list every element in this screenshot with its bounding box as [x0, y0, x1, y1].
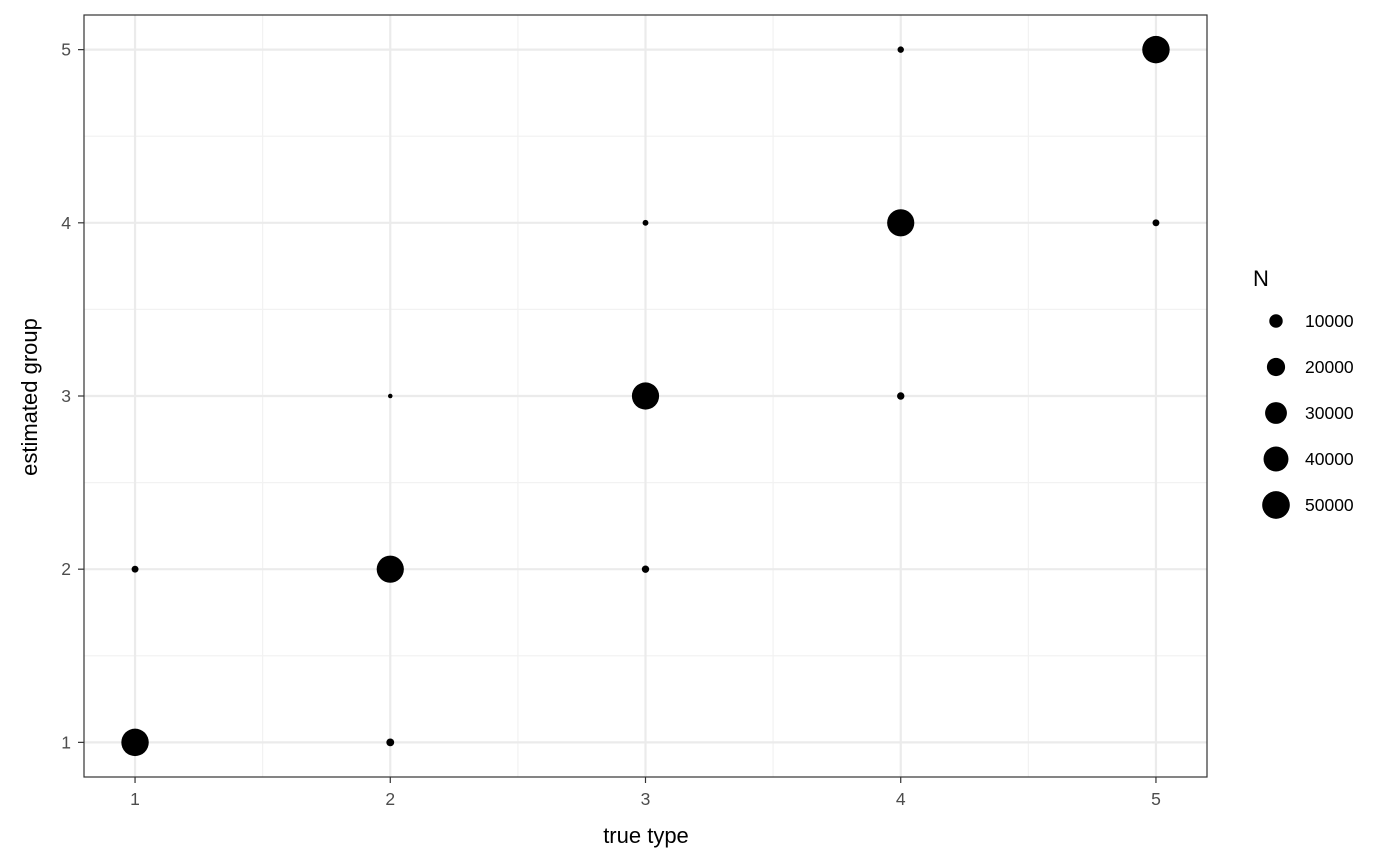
x-tick-label: 1	[130, 789, 140, 809]
data-point	[897, 46, 904, 53]
data-point	[121, 728, 149, 757]
x-tick-label: 4	[896, 789, 906, 809]
legend-title: N	[1253, 266, 1269, 291]
axis-ticks: 1 2 3 4 5 1 2 3 4 5	[61, 40, 1161, 809]
legend-key-label: 40000	[1305, 449, 1354, 469]
data-point	[887, 209, 915, 237]
legend-key-circle	[1262, 491, 1290, 519]
data-point	[631, 382, 660, 410]
data-point	[1142, 35, 1170, 64]
legend-key-label: 20000	[1305, 357, 1354, 377]
data-point	[1152, 219, 1160, 227]
data-point	[376, 555, 404, 583]
data-points	[121, 35, 1170, 757]
data-point	[388, 393, 393, 399]
x-tick-label: 5	[1151, 789, 1161, 809]
legend-keys: 10000 20000 30000 40000 50000	[1262, 311, 1354, 519]
data-point	[642, 219, 649, 226]
data-point	[897, 392, 905, 400]
y-tick-label: 3	[61, 386, 71, 406]
legend-key-circle	[1269, 314, 1283, 328]
y-tick-label: 1	[61, 732, 71, 752]
legend-key-label: 10000	[1305, 311, 1354, 331]
x-axis-title: true type	[603, 823, 689, 848]
legend-key-circle	[1266, 357, 1286, 377]
y-tick-label: 4	[61, 213, 71, 233]
x-tick-label: 2	[385, 789, 395, 809]
y-tick-label: 2	[61, 559, 71, 579]
size-legend: N 10000 20000 30000 40000 50000	[1253, 266, 1354, 519]
legend-key-circle	[1263, 446, 1289, 472]
x-tick-label: 3	[641, 789, 651, 809]
legend-key-circle	[1265, 402, 1287, 424]
legend-key-label: 50000	[1305, 495, 1354, 515]
y-tick-label: 5	[61, 40, 71, 60]
y-axis-title: estimated group	[17, 318, 42, 476]
data-point	[131, 565, 139, 573]
legend-key-label: 30000	[1305, 403, 1354, 423]
data-point	[641, 565, 650, 573]
data-point	[386, 738, 395, 747]
